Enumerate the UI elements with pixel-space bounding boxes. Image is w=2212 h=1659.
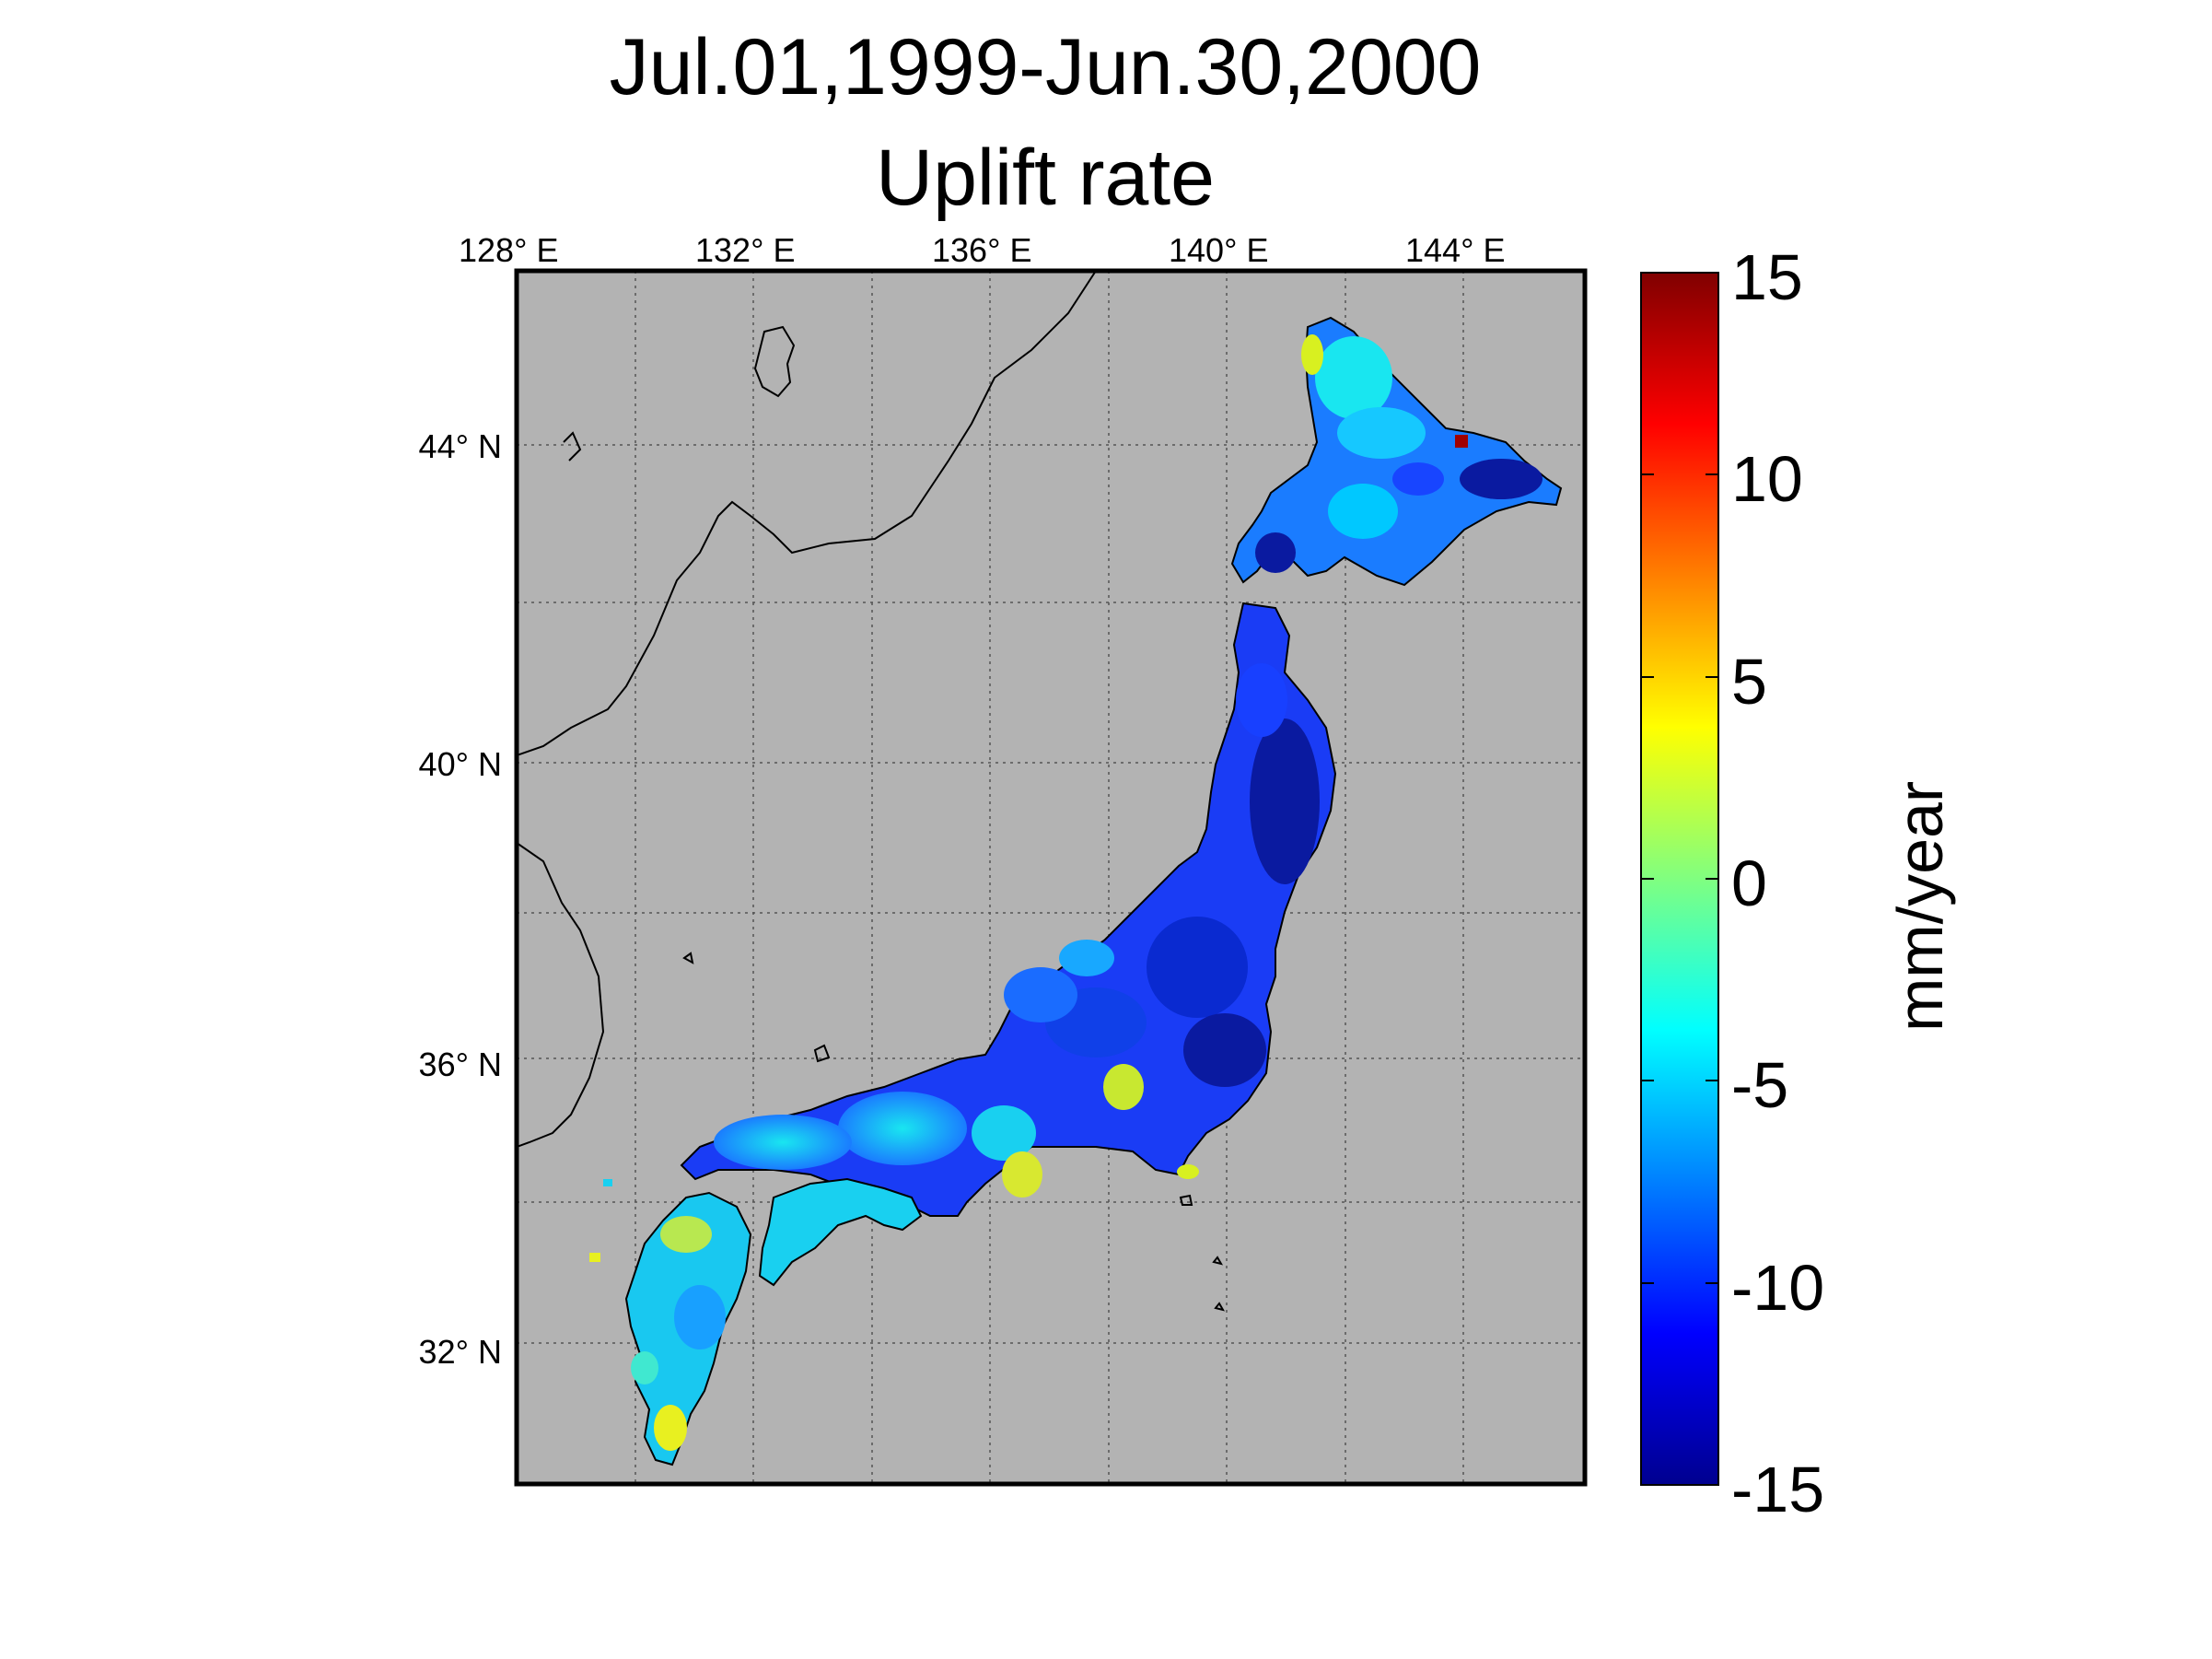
island-coastline	[753, 325, 796, 398]
lon-tick-132: 132° E	[695, 231, 796, 269]
colorbar-tick-minus-5: -5	[1731, 1049, 1789, 1121]
colorbar-tick-10: 10	[1731, 443, 1803, 515]
continent-coastline	[517, 271, 1097, 756]
map-frame	[514, 268, 1588, 1487]
lat-tick-40: 40° N	[418, 745, 502, 783]
chart-title-line-2: Uplift rate	[875, 134, 1216, 222]
lon-tick-144: 144° E	[1405, 231, 1506, 269]
honshu-region	[680, 602, 1337, 1217]
colorbar-ticks	[1641, 272, 1718, 1486]
honshu-patches	[714, 663, 1320, 1198]
map-content	[517, 271, 1585, 1484]
lat-tick-36: 36° N	[418, 1046, 502, 1083]
colorbar-label: mm/year	[1884, 780, 1956, 1032]
chart-title-line-1: Jul.01,1999-Jun.30,2000	[609, 23, 1482, 111]
small-islands	[682, 952, 1226, 1312]
colorbar-tick-0: 0	[1731, 847, 1767, 919]
lon-tick-128: 128° E	[459, 231, 559, 269]
colorbar-tick-15: 15	[1731, 241, 1803, 313]
colorbar-tick-minus-15: -15	[1731, 1454, 1825, 1525]
hokkaido-patches	[1255, 334, 1543, 573]
colorbar-tick-5: 5	[1731, 646, 1767, 718]
lon-tick-136: 136° E	[932, 231, 1032, 269]
lon-tick-140: 140° E	[1169, 231, 1269, 269]
lat-tick-32: 32° N	[418, 1333, 502, 1371]
shikoku-region	[758, 1177, 923, 1287]
colorbar-tick-minus-10: -10	[1731, 1252, 1825, 1324]
lat-tick-44: 44° N	[418, 427, 502, 465]
kyushu-patches	[631, 1216, 726, 1451]
